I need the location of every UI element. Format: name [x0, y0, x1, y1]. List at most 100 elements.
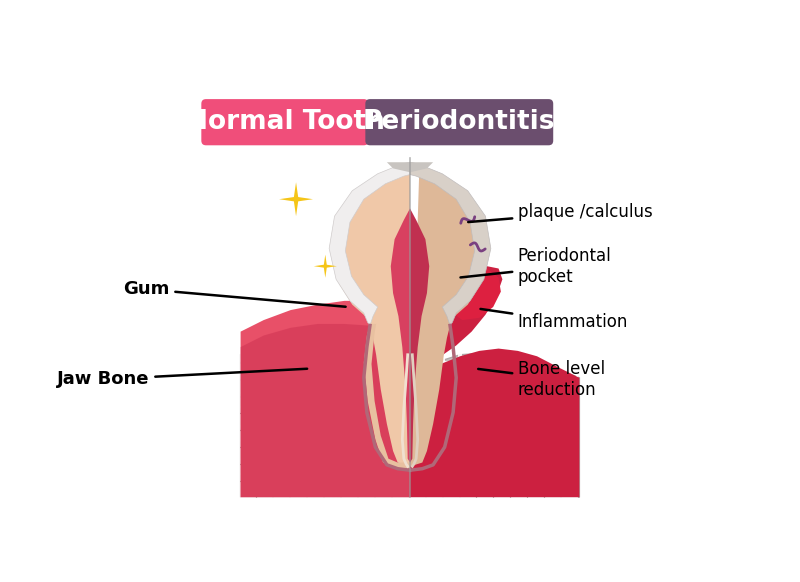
Bar [546, 364, 560, 379]
Bar [326, 415, 340, 430]
Bar [494, 482, 510, 497]
Bar [326, 364, 340, 379]
Bar [461, 330, 475, 345]
Bar [494, 347, 510, 361]
Bar [376, 381, 390, 396]
Bar [410, 482, 425, 497]
Bar [478, 415, 492, 430]
Text: Jaw Bone: Jaw Bone [58, 369, 307, 388]
Bar [546, 398, 560, 413]
Polygon shape [241, 324, 410, 497]
Bar [478, 482, 492, 497]
Bar [258, 398, 272, 413]
Bar [359, 432, 374, 446]
Bar [291, 449, 306, 463]
Bar [393, 398, 408, 413]
Bar [241, 415, 255, 430]
Bar [444, 381, 458, 396]
Bar [444, 347, 458, 361]
Bar [291, 482, 306, 497]
Text: Bone level
reduction: Bone level reduction [478, 360, 605, 399]
Bar [529, 432, 543, 446]
Bar [326, 347, 340, 361]
Bar [410, 398, 425, 413]
Bar [512, 482, 526, 497]
Bar [326, 449, 340, 463]
Bar [444, 466, 458, 480]
Bar [478, 347, 492, 361]
Bar [326, 330, 340, 345]
Bar [494, 466, 510, 480]
Polygon shape [333, 170, 410, 466]
Bar [326, 466, 340, 480]
Bar [512, 466, 526, 480]
Bar [529, 449, 543, 463]
Bar [494, 449, 510, 463]
Bar [444, 449, 458, 463]
Text: Periodontal
pocket: Periodontal pocket [461, 247, 611, 286]
Bar [258, 330, 272, 345]
Bar [562, 415, 577, 430]
Bar [241, 449, 255, 463]
Bar [241, 466, 255, 480]
Bar [376, 415, 390, 430]
Bar [478, 330, 492, 345]
Bar [359, 364, 374, 379]
Bar [359, 415, 374, 430]
Polygon shape [241, 301, 410, 497]
Bar [359, 398, 374, 413]
Bar [529, 466, 543, 480]
Bar [410, 415, 425, 430]
Bar [291, 330, 306, 345]
Polygon shape [279, 182, 313, 216]
Bar [393, 432, 408, 446]
Bar [376, 482, 390, 497]
Bar [410, 466, 425, 480]
Bar [393, 330, 408, 345]
Bar [512, 449, 526, 463]
Bar [427, 381, 442, 396]
Bar [393, 466, 408, 480]
Bar [258, 432, 272, 446]
Bar [274, 330, 289, 345]
Bar [326, 432, 340, 446]
Bar [494, 330, 510, 345]
Bar [427, 330, 442, 345]
Bar [461, 364, 475, 379]
Bar [291, 381, 306, 396]
Bar [291, 398, 306, 413]
Bar [494, 381, 510, 396]
Bar [444, 330, 458, 345]
Bar [342, 330, 357, 345]
Bar [359, 466, 374, 480]
Bar [342, 466, 357, 480]
Bar [546, 381, 560, 396]
Bar [461, 415, 475, 430]
Bar [461, 449, 475, 463]
Bar [308, 466, 323, 480]
Polygon shape [387, 162, 433, 172]
Bar [546, 466, 560, 480]
Bar [562, 381, 577, 396]
Bar [393, 482, 408, 497]
Text: Gum: Gum [123, 281, 346, 307]
Bar [410, 330, 425, 345]
Bar [308, 449, 323, 463]
Bar [393, 381, 408, 396]
Bar [376, 398, 390, 413]
Polygon shape [241, 341, 410, 497]
Bar [342, 449, 357, 463]
Bar [359, 482, 374, 497]
Bar [308, 398, 323, 413]
Bar [342, 347, 357, 361]
Polygon shape [410, 266, 579, 497]
Bar [427, 364, 442, 379]
Bar [326, 398, 340, 413]
Bar [342, 432, 357, 446]
Bar [444, 364, 458, 379]
Bar [562, 482, 577, 497]
Bar [241, 432, 255, 446]
Bar [427, 347, 442, 361]
Bar [258, 415, 272, 430]
Bar [241, 347, 255, 361]
